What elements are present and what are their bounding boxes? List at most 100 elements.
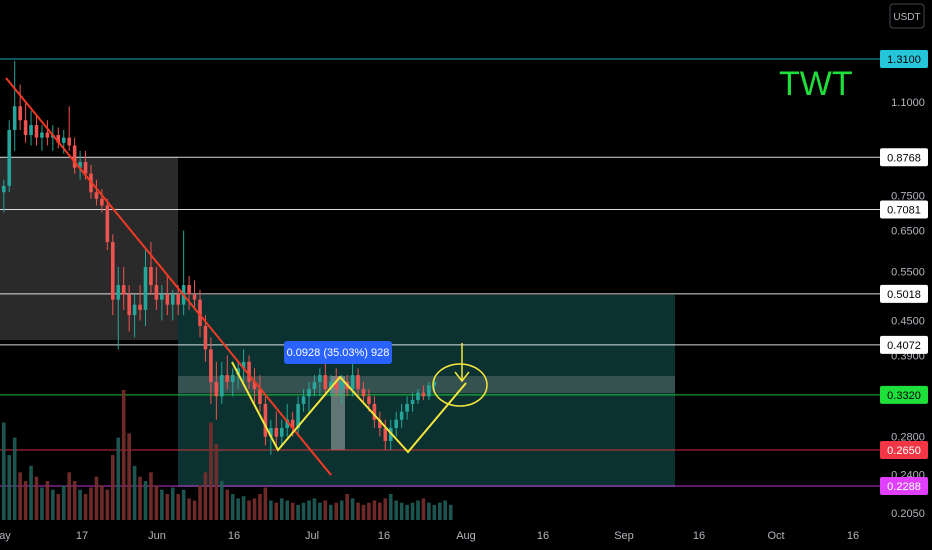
candle-body xyxy=(143,266,148,310)
candle-body xyxy=(329,381,333,390)
volume-bar xyxy=(427,502,431,520)
candle-body xyxy=(274,427,279,437)
downtrend-line[interactable] xyxy=(5,77,332,476)
y-tick-label-1: 0.7500 xyxy=(891,190,925,202)
volume-bar xyxy=(154,485,159,520)
candle-body xyxy=(247,361,251,382)
volume-bar xyxy=(405,504,409,520)
level-tag-1 xyxy=(880,148,928,167)
x-tick-label-7: 16 xyxy=(537,530,549,542)
x-tick-label-8: Sep xyxy=(614,530,634,542)
x-tick-label-6: Aug xyxy=(456,530,476,542)
volume-bar xyxy=(438,502,442,520)
volume-bar xyxy=(312,498,317,520)
volume-bar xyxy=(290,502,295,520)
volume-bar xyxy=(187,498,191,520)
candle-body xyxy=(258,389,262,404)
candle-body xyxy=(29,125,33,136)
volume-bar xyxy=(127,433,131,520)
volume-bar xyxy=(247,500,251,520)
candle-body xyxy=(220,375,224,397)
volume-bar xyxy=(67,472,71,520)
volume-bar xyxy=(7,455,12,520)
volume-bar xyxy=(203,472,208,520)
volume-bar xyxy=(307,500,311,520)
volume-bar xyxy=(29,465,33,520)
volume-bar xyxy=(78,489,82,520)
candle-body xyxy=(269,427,273,437)
candle-body xyxy=(361,389,366,397)
candle-body xyxy=(40,132,44,138)
candle-body xyxy=(83,161,88,174)
volume-bar xyxy=(132,465,137,520)
candle-body xyxy=(56,135,61,143)
volume-bar xyxy=(432,504,437,520)
level-tag-7 xyxy=(880,477,928,495)
candle-body xyxy=(296,403,300,428)
candle-body xyxy=(94,192,99,199)
volume-bar xyxy=(18,472,22,520)
volume-bar xyxy=(367,502,371,520)
candle-body xyxy=(372,403,377,420)
volume-bar xyxy=(51,489,55,520)
volume-bar xyxy=(443,500,448,520)
volume-bar xyxy=(94,476,99,520)
highlight-circle[interactable] xyxy=(432,363,488,407)
candle-body xyxy=(405,403,409,412)
candle-body xyxy=(334,381,339,390)
volume-bar xyxy=(334,502,339,520)
y-tick-label-0: 1.1000 xyxy=(891,97,925,109)
candle-body xyxy=(421,392,426,397)
candle-body xyxy=(285,419,289,428)
volume-bar xyxy=(356,502,360,520)
candle-body xyxy=(105,205,110,243)
candle-body xyxy=(78,161,82,168)
candle-body xyxy=(149,266,153,286)
horizontal-levels xyxy=(0,58,880,487)
volume-bar xyxy=(285,500,289,520)
volume-bar xyxy=(209,422,213,520)
volume-bar xyxy=(394,500,398,520)
candle-body xyxy=(427,385,431,397)
x-axis[interactable]: ay 17 Jun 16 Jul 16 Aug 16 Sep 16 Oct 16 xyxy=(0,530,859,542)
x-tick-label-4: Jul xyxy=(305,530,319,542)
volume-bar xyxy=(45,481,50,520)
candle-body xyxy=(45,132,50,138)
volume-bar xyxy=(40,487,44,520)
volume-bar xyxy=(121,390,126,520)
candle-body xyxy=(170,294,175,305)
volume-bar xyxy=(323,500,328,520)
x-tick-label-5: 16 xyxy=(378,530,390,542)
candle-body xyxy=(301,396,306,404)
candle-body xyxy=(383,427,388,441)
x-tick-label-9: 16 xyxy=(693,530,705,542)
w-pattern-line[interactable] xyxy=(231,361,467,454)
x-tick-label-10: Oct xyxy=(767,530,784,542)
candle-body xyxy=(263,403,268,437)
candle-body xyxy=(132,304,137,316)
candle-body xyxy=(18,106,22,121)
volume-bar xyxy=(12,437,17,520)
candle-body xyxy=(2,185,6,193)
currency-badge[interactable] xyxy=(889,3,925,29)
y-tick-label-2: 0.6500 xyxy=(891,225,925,237)
level-tag-3 xyxy=(880,284,928,303)
volume-bar xyxy=(105,489,110,520)
candle-body xyxy=(34,125,39,138)
volume-bar xyxy=(416,500,420,520)
candle-body xyxy=(230,375,235,382)
volume-bar xyxy=(143,481,148,520)
candle-body xyxy=(138,304,142,310)
level-tag-label-6: 0.2650 xyxy=(887,445,921,457)
candle-body xyxy=(116,285,121,300)
volume-bar xyxy=(83,494,88,520)
volume-bar xyxy=(372,500,377,520)
candle-body xyxy=(121,285,126,295)
volume-bar xyxy=(339,500,344,520)
volume-bar xyxy=(296,504,300,520)
volume-bar xyxy=(214,444,219,520)
volume-bar xyxy=(56,494,61,520)
volume-bar xyxy=(165,494,170,520)
volume-bar xyxy=(301,502,306,520)
